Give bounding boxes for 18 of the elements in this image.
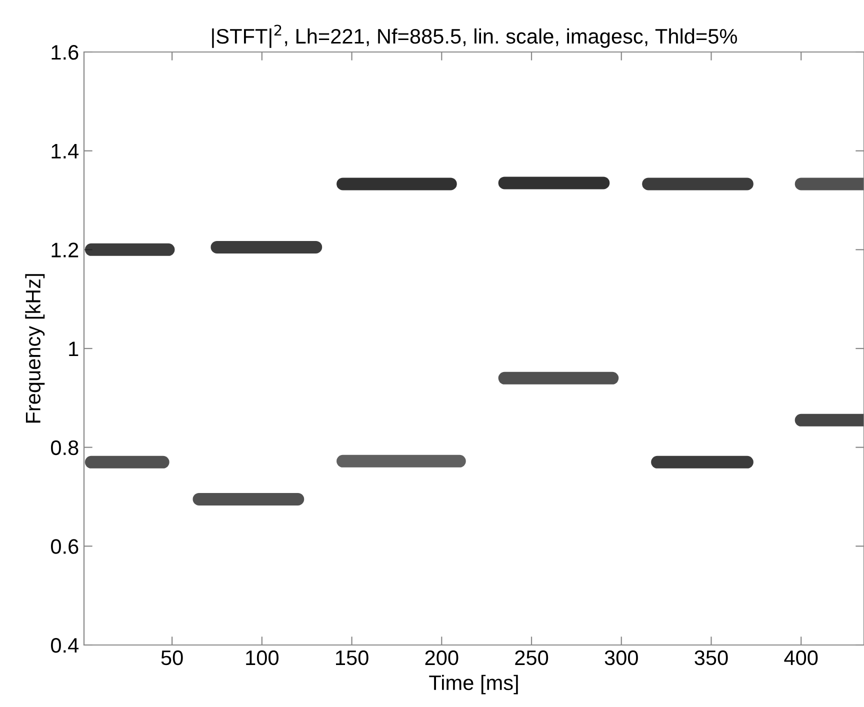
chart-title: |STFT|$^{2}$, Lh=221, Nf=885.5, lin. scale, imagesc, Thld=5% (212, 24, 737, 48)
x-tick-label: 50 (161, 650, 183, 666)
y-axis-title: Frequency [kHz] (25, 274, 45, 423)
y-tick-label: 0.4 (50, 638, 79, 653)
x-tick-label: 250 (515, 650, 548, 666)
x-tick-label: 150 (336, 650, 368, 666)
x-tick-label: 200 (425, 650, 458, 666)
y-tick-label: 1.6 (52, 45, 78, 60)
y-tick-label: 0.8 (50, 440, 78, 456)
y-tick-label: 1.4 (52, 144, 79, 158)
y-tick-label: 1 (69, 342, 78, 356)
y-tick-label: 1.2 (52, 242, 78, 258)
x-axis-title: Time [ms] (429, 674, 518, 694)
x-tick-label: 300 (604, 650, 638, 666)
y-tick-label: 0.6 (50, 539, 78, 554)
x-tick-label: 350 (694, 650, 728, 666)
x-tick-label: 100 (246, 650, 278, 666)
x-tick-label: 400 (784, 650, 818, 666)
